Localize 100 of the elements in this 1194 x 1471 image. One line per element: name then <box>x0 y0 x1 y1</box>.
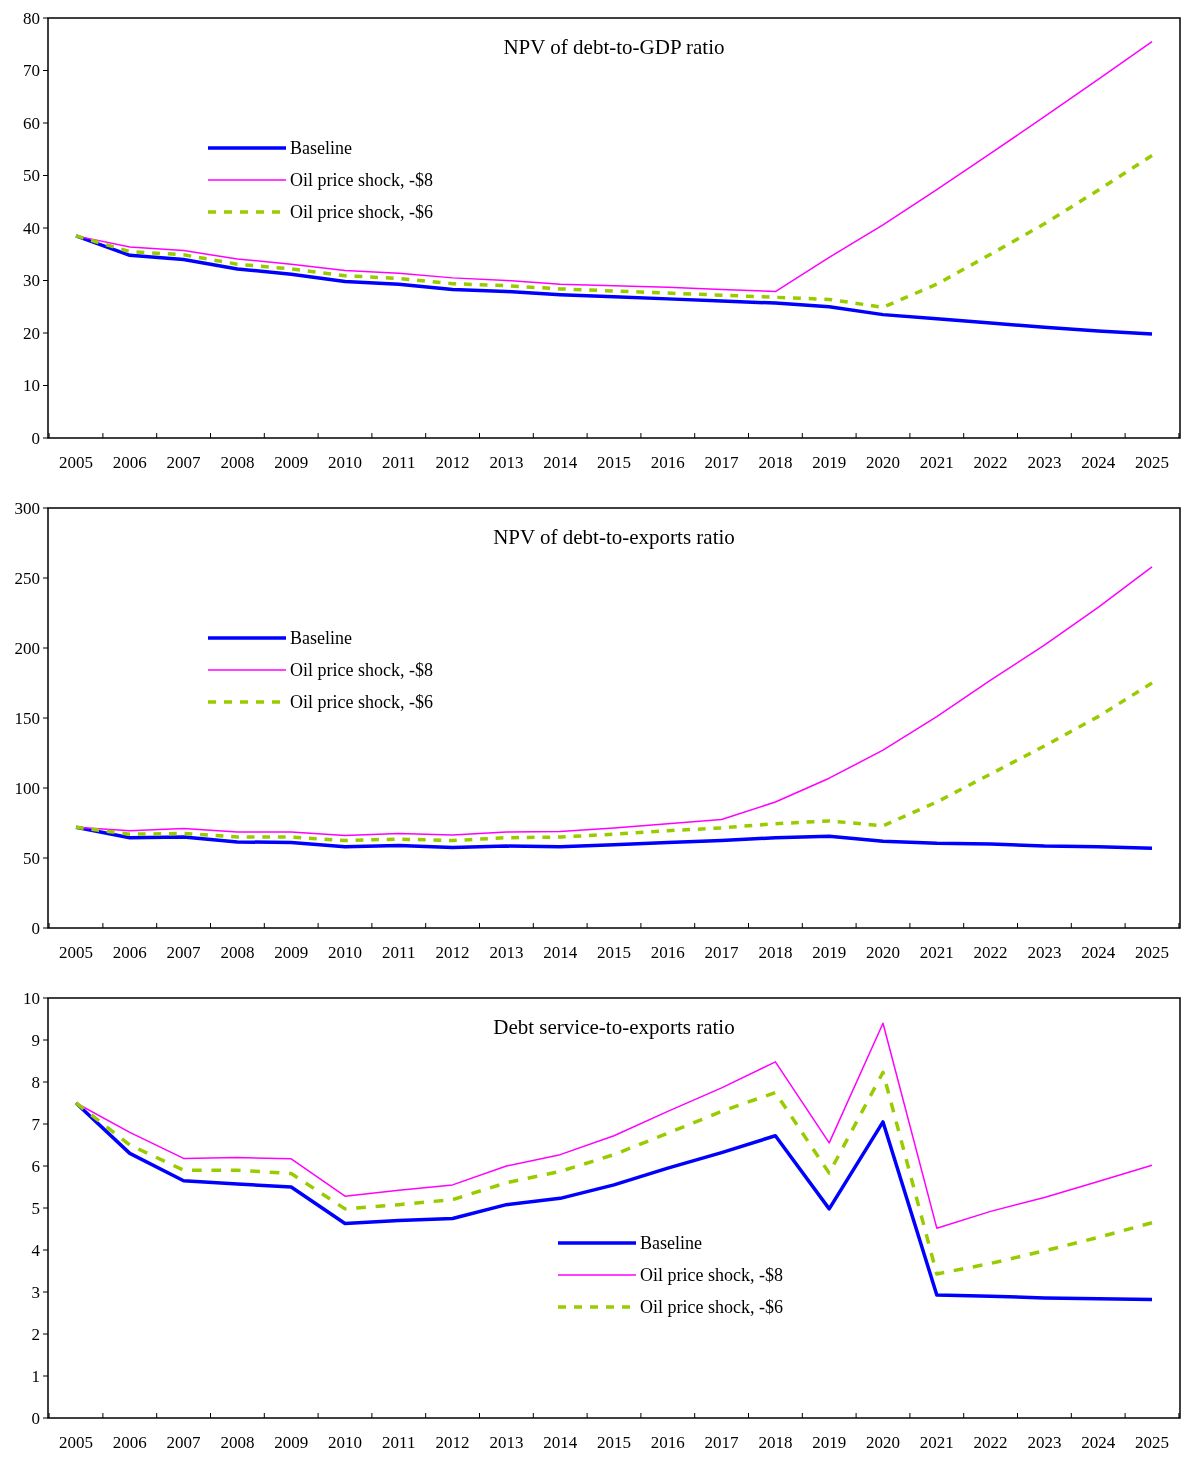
x-tick-label: 2014 <box>543 453 578 472</box>
x-tick-label: 2024 <box>1081 453 1116 472</box>
legend-label: Oil price shock, -$6 <box>290 692 433 713</box>
line-series <box>74 153 1154 310</box>
x-tick-label: 2016 <box>650 1433 685 1452</box>
legend-label: Baseline <box>640 1233 702 1254</box>
y-tick-label: 0 <box>31 918 40 938</box>
y-tick-label: 50 <box>23 166 40 186</box>
x-tick-label: 2022 <box>973 943 1008 962</box>
x-tick-label: 2025 <box>1135 943 1169 962</box>
x-tick-label: 2017 <box>704 1433 740 1452</box>
x-tick-label: 2011 <box>382 1433 416 1452</box>
y-tick-label: 40 <box>23 218 40 238</box>
x-tick-label: 2009 <box>274 943 309 962</box>
x-tick-label: 2005 <box>59 1433 93 1452</box>
x-tick-label: 2008 <box>220 943 255 962</box>
x-tick-label: 2011 <box>382 943 416 962</box>
x-tick-label: 2019 <box>812 943 847 962</box>
y-tick-label: 50 <box>23 848 40 868</box>
y-tick-label: 150 <box>14 708 40 728</box>
x-tick-label: 2012 <box>435 943 470 962</box>
y-tick-label: 80 <box>23 8 40 28</box>
x-tick-label: 2024 <box>1081 943 1116 962</box>
x-tick-label: 2025 <box>1135 1433 1169 1452</box>
x-tick-label: 2007 <box>166 943 202 962</box>
x-tick-label: 2013 <box>489 943 524 962</box>
x-tick-label: 2005 <box>59 453 93 472</box>
x-tick-label: 2009 <box>274 453 309 472</box>
x-tick-label: 2015 <box>597 1433 631 1452</box>
x-tick-label: 2009 <box>274 1433 309 1452</box>
x-tick-label: 2006 <box>112 1433 147 1452</box>
x-tick-label: 2014 <box>543 1433 578 1452</box>
y-tick-label: 0 <box>31 428 40 448</box>
x-tick-label: 2020 <box>866 943 900 962</box>
x-tick-label: 2007 <box>166 1433 202 1452</box>
x-tick-label: 2013 <box>489 1433 524 1452</box>
x-tick-label: 2016 <box>650 453 685 472</box>
x-tick-label: 2008 <box>220 1433 255 1452</box>
x-tick-label: 2013 <box>489 453 524 472</box>
legend-label: Oil price shock, -$8 <box>290 660 433 681</box>
x-tick-label: 2005 <box>59 943 93 962</box>
x-tick-label: 2022 <box>973 1433 1008 1452</box>
y-tick-label: 7 <box>31 1114 41 1134</box>
y-tick-label: 30 <box>23 271 40 291</box>
y-tick-label: 100 <box>14 778 40 798</box>
legend-label: Oil price shock, -$8 <box>640 1265 783 1286</box>
x-tick-label: 2008 <box>220 453 255 472</box>
text: NPV of debt-to-exports ratio <box>493 525 735 549</box>
x-tick-label: 2010 <box>328 453 362 472</box>
y-tick-label: 0 <box>31 1408 40 1428</box>
y-tick-label: 200 <box>14 638 40 658</box>
x-tick-label: 2017 <box>704 943 740 962</box>
y-tick-label: 10 <box>23 376 40 396</box>
x-tick-label: 2021 <box>919 1433 954 1452</box>
x-tick-label: 2023 <box>1027 453 1062 472</box>
legend-label: Baseline <box>290 628 352 649</box>
y-tick-label: 70 <box>23 61 40 81</box>
x-tick-label: 2019 <box>812 453 847 472</box>
x-tick-label: 2017 <box>704 453 740 472</box>
x-tick-label: 2007 <box>166 453 202 472</box>
x-tick-label: 2024 <box>1081 1433 1116 1452</box>
x-tick-label: 2020 <box>866 453 900 472</box>
x-tick-label: 2016 <box>650 943 685 962</box>
x-tick-label: 2018 <box>758 1433 793 1452</box>
x-tick-label: 2019 <box>812 1433 847 1452</box>
x-tick-label: 2015 <box>597 943 631 962</box>
text: NPV of debt-to-GDP ratio <box>503 35 725 59</box>
x-tick-label: 2011 <box>382 453 416 472</box>
legend-label: Oil price shock, -$6 <box>290 202 433 223</box>
line-series <box>74 681 1154 843</box>
y-tick-label: 6 <box>31 1156 40 1176</box>
y-tick-label: 2 <box>31 1324 40 1344</box>
legend-label: Baseline <box>290 138 352 159</box>
x-tick-label: 2010 <box>328 943 362 962</box>
y-tick-label: 250 <box>14 568 40 588</box>
y-tick-label: 1 <box>31 1366 40 1386</box>
legend-label: Oil price shock, -$8 <box>290 170 433 191</box>
x-tick-label: 2012 <box>435 1433 470 1452</box>
x-tick-label: 2015 <box>597 453 631 472</box>
x-tick-label: 2018 <box>758 453 793 472</box>
x-tick-label: 2025 <box>1135 453 1169 472</box>
x-tick-label: 2012 <box>435 453 470 472</box>
x-tick-label: 2022 <box>973 453 1008 472</box>
x-tick-label: 2021 <box>919 453 954 472</box>
x-tick-label: 2018 <box>758 943 793 962</box>
y-tick-label: 60 <box>23 113 40 133</box>
x-tick-label: 2006 <box>112 453 147 472</box>
y-tick-label: 8 <box>31 1072 40 1092</box>
x-tick-label: 2006 <box>112 943 147 962</box>
x-tick-label: 2014 <box>543 943 578 962</box>
x-tick-label: 2023 <box>1027 1433 1062 1452</box>
text: Debt service-to-exports ratio <box>493 1015 735 1039</box>
x-tick-label: 2020 <box>866 1433 900 1452</box>
x-tick-label: 2021 <box>919 943 954 962</box>
line-series <box>74 234 1154 336</box>
y-tick-label: 4 <box>31 1240 41 1260</box>
y-tick-label: 9 <box>31 1030 40 1050</box>
y-tick-label: 20 <box>23 323 40 343</box>
y-tick-label: 5 <box>31 1198 40 1218</box>
y-tick-label: 300 <box>14 498 40 518</box>
